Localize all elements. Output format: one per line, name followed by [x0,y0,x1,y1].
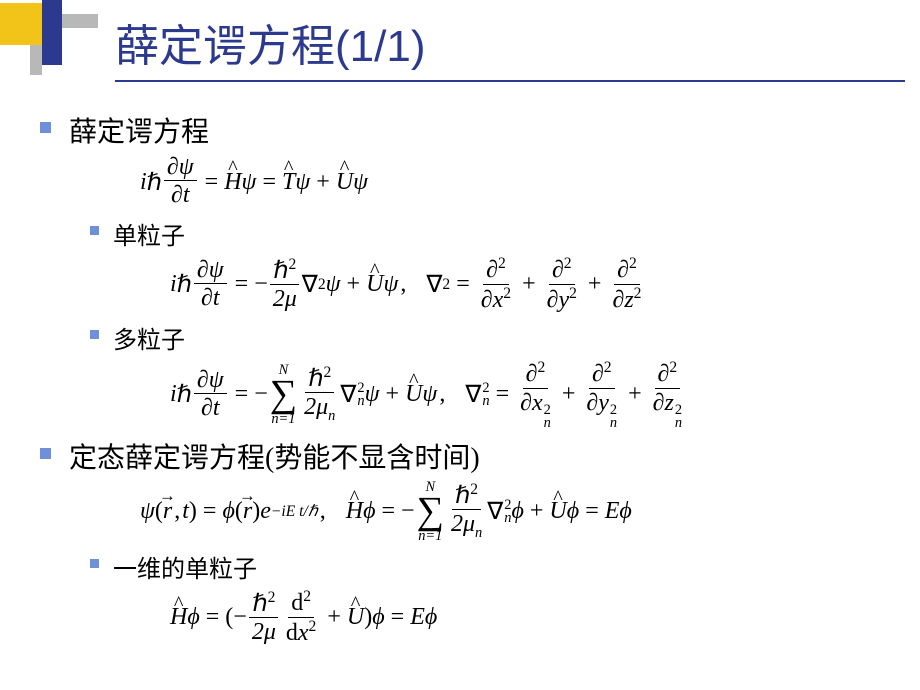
bullet-lvl2: 一维的单粒子 [90,549,900,584]
deco-block [62,14,98,28]
bullet-lvl2: 多粒子 [90,320,900,355]
equation-stationary: ψ(r,t) = ϕ(r)e−iE t/ℏ, Hϕ = − N∑n=1 ℏ22μ… [140,480,900,543]
bullet-lvl1: 薛定谔方程 [40,110,900,150]
equation-schrodinger: iℏ ∂ψ∂t = Hψ = Tψ + Uψ [140,154,900,210]
slide-title: 薛定谔方程(1/1) [115,10,900,74]
bullet-icon [90,559,99,568]
section-label: 薛定谔方程 [69,110,209,150]
bullet-lvl1: 定态薛定谔方程(势能不显含时间) [40,436,900,476]
bullet-lvl2: 单粒子 [90,216,900,251]
bullet-icon [40,448,51,459]
section-label: 定态薛定谔方程(势能不显含时间) [69,436,480,476]
slide-content: 薛定谔方程 iℏ ∂ψ∂t = Hψ = Tψ + Uψ 单粒子 iℏ ∂ψ∂t… [40,110,900,654]
bullet-icon [40,122,51,133]
bullet-icon [90,330,99,339]
equation-multi-particle: iℏ ∂ψ∂t = − N∑n=1 ℏ22μn ∇2nψ + Uψ, ∇2n =… [170,359,900,430]
equation-single-particle: iℏ ∂ψ∂t = − ℏ22μ ∇2ψ + Uψ, ∇2 = ∂2∂x2 + … [170,255,900,314]
corner-decoration [0,0,100,80]
deco-block [30,45,42,75]
deco-block [0,3,42,45]
sub-label: 单粒子 [113,216,185,251]
title-underline [115,80,905,82]
bullet-icon [90,226,99,235]
sub-label: 多粒子 [113,320,185,355]
deco-block [42,0,62,65]
equation-1d-single: Hϕ = (− ℏ22μ d2dx2 + U)ϕ = Eϕ [170,588,900,647]
sub-label: 一维的单粒子 [113,549,257,584]
slide-title-area: 薛定谔方程(1/1) [115,10,900,82]
